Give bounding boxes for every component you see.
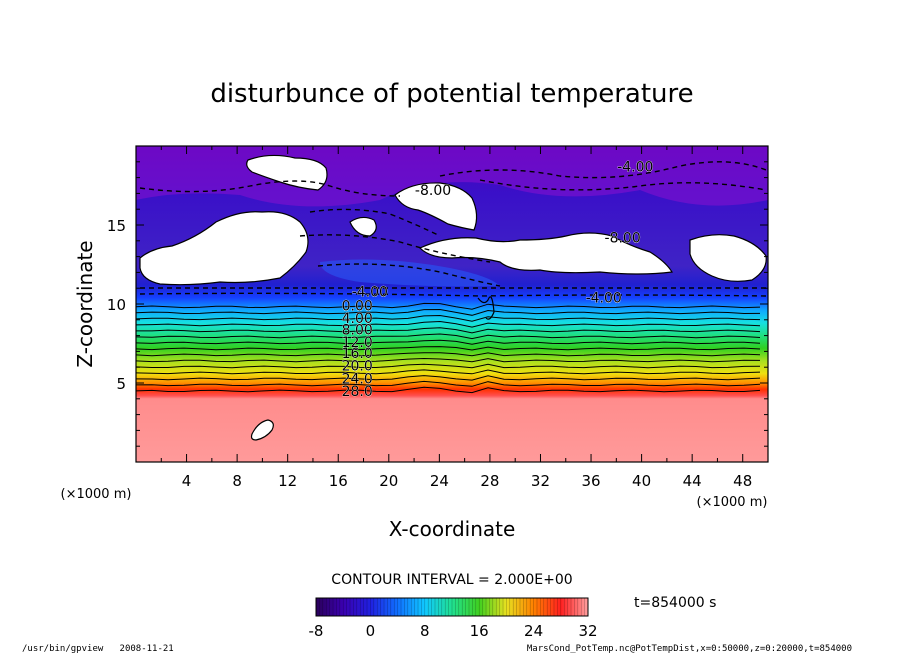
contour-label: 8.00 xyxy=(342,322,373,338)
contour-line xyxy=(136,352,761,357)
x-tick-label: 32 xyxy=(531,472,550,490)
missing-region-small xyxy=(349,216,377,237)
contour-label: 16.0 xyxy=(342,346,373,362)
cold-patch xyxy=(320,259,500,287)
contour-labels: -8.00-4.00-8.00-4.00-4.000.004.008.0012.… xyxy=(341,159,653,400)
contour-label: 24.0 xyxy=(342,371,373,387)
colorbar-tick-label: -8 xyxy=(309,622,324,640)
missing-region-top-center xyxy=(394,182,478,231)
x-tick-label: 20 xyxy=(379,472,398,490)
wave-disturbance xyxy=(477,296,495,320)
x-tick-label: 24 xyxy=(430,472,449,490)
contour-label: 28.0 xyxy=(342,384,373,400)
contour-line xyxy=(136,314,761,322)
contour-line xyxy=(136,333,761,340)
footer-left: /usr/bin/gpview 2008-11-21 xyxy=(22,644,174,654)
x-tick-label: 4 xyxy=(182,472,192,490)
x-tick-labels: 4 8 12 16 20 24 28 32 36 40 44 48 xyxy=(182,472,752,490)
colorbar-ticks: -8 0 8 16 24 32 xyxy=(309,622,598,640)
contour-line xyxy=(299,234,491,263)
contour-line xyxy=(317,263,501,287)
contour-label: -8.00 xyxy=(415,183,451,199)
y-tick-label: 15 xyxy=(107,217,126,235)
x-tick-label: 36 xyxy=(581,472,600,490)
contour-line xyxy=(136,369,761,375)
contour-label: -4.00 xyxy=(586,291,622,307)
x-tick-label: 40 xyxy=(632,472,651,490)
plot-area: -8.00-4.00-8.00-4.00-4.000.004.008.0012.… xyxy=(136,146,768,462)
colorbar-tick-label: 0 xyxy=(366,622,376,640)
contour-line xyxy=(136,375,761,381)
colorbar-tick-label: 24 xyxy=(524,622,543,640)
x-tick-label: 16 xyxy=(329,472,348,490)
x-tick-label: 8 xyxy=(232,472,242,490)
contour-label: 4.00 xyxy=(342,311,373,327)
missing-region-left xyxy=(139,211,309,286)
contour-line xyxy=(479,179,767,191)
negative-contours xyxy=(139,161,767,297)
contour-line xyxy=(136,327,761,334)
missing-region-mid xyxy=(418,232,673,275)
contour-line xyxy=(136,363,761,369)
contour-line xyxy=(139,180,401,197)
contour-label: 12.0 xyxy=(342,335,373,351)
x-axis-unit: (×1000 m) xyxy=(697,495,768,510)
contour-label: 0.00 xyxy=(342,299,373,315)
contour-interval: CONTOUR INTERVAL = 2.000E+00 xyxy=(331,572,572,588)
x-axis-label: X-coordinate xyxy=(389,517,516,541)
contour-line xyxy=(439,161,767,179)
y-axis-label: Z-coordinate xyxy=(73,240,97,367)
missing-region-bottom-left xyxy=(250,419,274,441)
contour-line xyxy=(136,380,761,387)
contour-line xyxy=(136,386,761,394)
x-tick-label: 12 xyxy=(278,472,297,490)
contour-line xyxy=(136,302,761,310)
positive-contours xyxy=(136,302,761,394)
chart-title: disturbunce of potential temperature xyxy=(210,79,693,109)
contour-line xyxy=(136,320,761,328)
colorbar-stripes xyxy=(319,598,585,616)
time-label: t=854000 s xyxy=(634,595,716,611)
contour-line xyxy=(136,308,761,316)
y-tick-labels: 5 10 15 xyxy=(107,217,126,393)
contour-line xyxy=(136,357,761,363)
contour-label: -4.00 xyxy=(352,284,388,300)
axis-ticks xyxy=(135,145,769,463)
contour-line xyxy=(309,208,441,237)
contour-label: 20.0 xyxy=(342,359,373,375)
contour-label: -8.00 xyxy=(605,231,641,247)
footer-right: MarsCond_PotTemp.nc@PotTempDist,x=0:5000… xyxy=(527,644,852,654)
colorbar-tick-label: 8 xyxy=(420,622,430,640)
contour-label: -4.00 xyxy=(617,160,653,176)
colorbar xyxy=(315,597,589,617)
x-tick-label: 44 xyxy=(683,472,702,490)
y-tick-label: 5 xyxy=(116,375,126,393)
missing-region-top-left xyxy=(246,154,328,191)
y-axis-unit: (×1000 m) xyxy=(61,487,132,502)
y-tick-label: 10 xyxy=(107,296,126,314)
missing-regions xyxy=(139,154,767,441)
x-tick-label: 28 xyxy=(480,472,499,490)
missing-region-right xyxy=(689,234,767,282)
contour-line xyxy=(136,339,761,345)
colorbar-tick-label: 16 xyxy=(470,622,489,640)
colorbar-tick-label: 32 xyxy=(578,622,597,640)
contour-line xyxy=(136,346,761,351)
x-tick-label: 48 xyxy=(733,472,752,490)
